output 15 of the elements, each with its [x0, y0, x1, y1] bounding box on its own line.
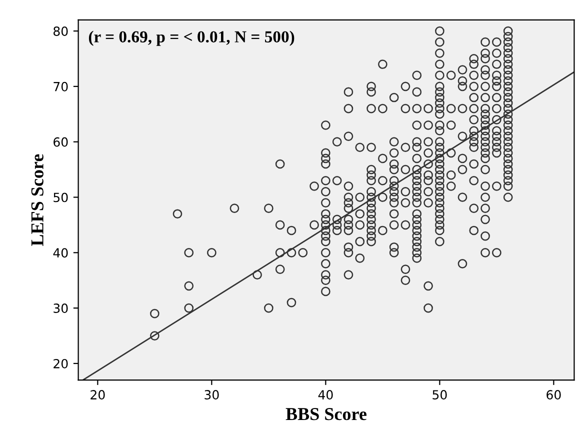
x-tick-label: 50: [432, 390, 447, 400]
x-tick-label: 40: [318, 390, 333, 400]
x-tick-label: 20: [90, 390, 105, 400]
y-axis-title: LEFS Score: [31, 154, 44, 246]
x-axis-title: BBS Score: [286, 408, 366, 420]
y-tick-label: 80: [54, 26, 68, 36]
x-tick-label: 30: [204, 390, 219, 400]
y-tick-label: 50: [54, 192, 68, 202]
y-tick-label: 40: [53, 248, 68, 258]
y-tick-label: 70: [54, 82, 68, 92]
y-tick-label: 20: [54, 358, 68, 368]
y-tick-label: 60: [54, 137, 68, 147]
y-tick-label: 30: [54, 304, 68, 313]
annotation: (r = 0.69, p = < 0.01, N = 500): [88, 30, 294, 46]
x-tick-label: 60: [546, 390, 561, 400]
